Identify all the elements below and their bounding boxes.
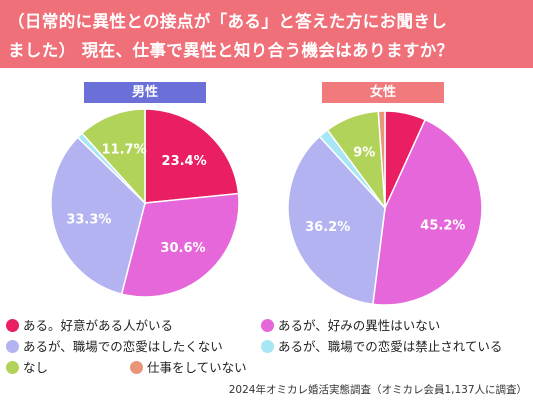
female-pie-chart: 45.2% 36.2% 9% [287,110,483,306]
male-chart-title: 男性 [84,82,206,103]
legend-label: ある。好意がある人がいる [23,318,174,333]
legend-label: あるが、職場での恋愛は禁止されている [278,339,503,354]
question-line-1: （日常的に異性との接点が「ある」と答えた方にお聞きし [8,12,448,31]
legend: ある。好意がある人がいる あるが、好みの異性はいない あるが、職場での恋愛はした… [6,317,531,377]
female-chart-title: 女性 [322,82,444,103]
legend-swatch [6,340,19,353]
female-label-no-office-romance: 36.2% [305,220,350,235]
legend-label: あるが、職場での恋愛はしたくない [23,339,223,354]
male-label-interested: 23.4% [162,154,207,169]
male-slice-interested [144,108,240,204]
female-label-none: 9% [353,146,375,161]
male-pie-chart: 23.4% 30.6% 33.3% 11.7% [50,108,240,298]
legend-swatch [6,319,19,332]
legend-swatch [261,319,274,332]
legend-label: 仕事をしていない [147,360,247,375]
male-slice-none [80,108,146,205]
male-slice-no-office-romance [50,136,146,295]
female-slice-no-preferred [372,118,483,306]
female-slice-not-working [377,110,386,209]
source-note: 2024年オミカレ婚活実態調査（オミカレ会員1,137人に調査） [228,384,527,396]
male-label-none: 11.7% [102,143,147,158]
male-label-no-preferred: 30.6% [160,241,205,256]
question-banner: （日常的に異性との接点が「ある」と答えた方にお聞きし ました） 現在、仕事で異性… [0,0,533,68]
legend-label: あるが、好みの異性はいない [278,318,441,333]
legend-swatch [6,361,19,374]
male-slice-no-preferred [120,192,240,298]
female-label-no-preferred: 45.2% [420,218,465,233]
legend-label: なし [23,360,49,375]
question-line-2: ました） 現在、仕事で異性と知り合う機会はありますか？ [8,41,454,60]
legend-swatch [261,340,274,353]
legend-swatch [130,361,143,374]
female-slice-no-office-romance [287,135,386,306]
male-label-no-office-romance: 33.3% [66,213,111,228]
